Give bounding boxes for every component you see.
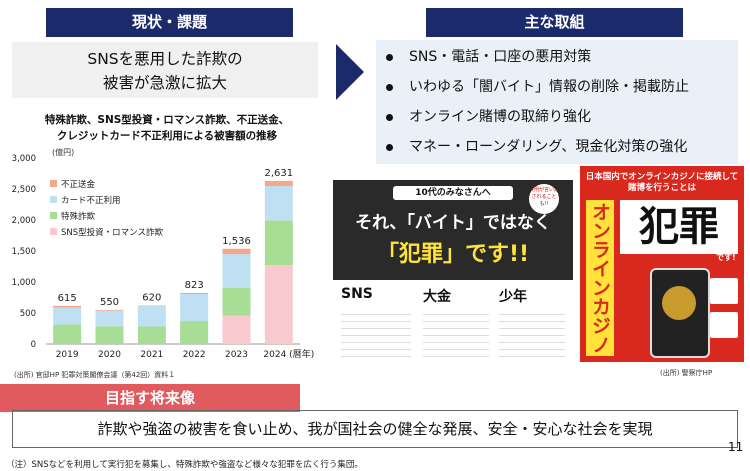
- damage-chart: (億円) 0 500 1,000 1,500 2,000 2,500 3,000 615 2019…: [12, 147, 315, 360]
- bar-segment: [53, 305, 82, 308]
- poster-details: SNS 大金 少年: [333, 280, 573, 370]
- arrow-right-icon: [336, 44, 364, 100]
- poster-headline-2: 「犯罪」です!!: [376, 242, 530, 267]
- poster-audience-label: 10代のみなさんへ: [393, 186, 513, 200]
- x-tick-label: 2020: [98, 350, 121, 360]
- x-tick-label: 2024 (暦年): [263, 348, 314, 360]
- current-issues-header: 現状・課題: [46, 8, 293, 37]
- bar-segment: [222, 254, 251, 288]
- bar-segment: [222, 287, 251, 316]
- x-tick-label: 2023: [225, 350, 248, 360]
- legend-label: SNS型投資・ロマンス詐欺: [61, 227, 163, 238]
- bar-total-label: 550: [100, 297, 119, 308]
- problem-statement: SNSを悪用した詐欺の 被害が急激に拡大: [12, 42, 318, 98]
- casino-poster-note: [710, 312, 738, 338]
- bar-segment: [222, 315, 251, 344]
- bar-segment: [180, 321, 209, 344]
- bar-segment: [264, 220, 293, 266]
- legend-label: 特殊詐欺: [61, 211, 96, 222]
- bullet-icon: [386, 53, 393, 61]
- poster-col-juvenile: 少年: [499, 289, 527, 305]
- bar-total-label: 620: [142, 293, 161, 304]
- legend-swatch: [50, 212, 57, 219]
- bar-segment: [137, 326, 166, 344]
- bar-segment: [264, 185, 293, 221]
- poster-badge: 実刑が言い渡されることも!!: [529, 184, 559, 214]
- measure-label: SNS・電話・口座の悪用対策: [409, 49, 592, 65]
- poster-text-block: [341, 308, 411, 362]
- bar-segment: [95, 310, 124, 327]
- bar-total-label: 823: [185, 280, 204, 291]
- bullet-icon: [386, 83, 393, 91]
- poster-headline-1: それ、「バイト」ではなく: [355, 213, 551, 233]
- y-tick-label: 1,000: [12, 278, 36, 288]
- bar-segment: [264, 180, 293, 186]
- y-tick-label: 3,000: [12, 154, 36, 164]
- legend-swatch: [50, 196, 57, 203]
- legend-label: 不正送金: [61, 179, 96, 190]
- main-measures-header: 主な取組: [426, 8, 683, 37]
- vision-header: 目指す将来像: [0, 384, 300, 412]
- chart-title: 特殊詐欺、SNS型投資・ロマンス詐欺、不正送金、 クレジットカード不正利用による…: [14, 112, 320, 144]
- page-number: 11: [728, 440, 744, 454]
- bullet-icon: [386, 143, 393, 151]
- bullet-icon: [386, 113, 393, 121]
- casino-poster-top: 日本国内でオンラインカジノに接続して賭博を行うことは: [585, 172, 739, 193]
- bar-segment: [95, 309, 124, 311]
- poster-text-block: [423, 308, 489, 362]
- chart-source: (出所) 官邸HP 犯罪対策閣僚会議（第42回）資料１: [14, 371, 176, 379]
- bar-total-label: 2,631: [265, 168, 294, 179]
- bar-segment: [180, 292, 209, 295]
- chart-title-line-2: クレジットカード不正利用による被害額の推移: [56, 130, 278, 142]
- y-tick-label: 2,500: [12, 185, 36, 195]
- measure-item: いわゆる「闇バイト」情報の削除・掲載防止: [386, 78, 689, 96]
- problem-line-2: 被害が急激に拡大: [102, 74, 227, 92]
- poster-text-block: [499, 308, 565, 362]
- image-source: (出所) 警察庁HP: [660, 369, 713, 377]
- smartphone-icon: [650, 268, 710, 358]
- poster-col-money: 大金: [423, 289, 451, 305]
- bar-segment: [180, 294, 209, 322]
- measure-item: オンライン賭博の取締り強化: [386, 108, 591, 126]
- legend-swatch: [50, 228, 57, 235]
- vision-statement: 詐欺や強盗の被害を食い止め、我が国社会の健全な発展、安全・安心な社会を実現: [12, 410, 738, 448]
- bar-segment: [222, 248, 251, 255]
- poster-col-sns: SNS: [341, 286, 373, 302]
- footnote: （注）SNSなどを利用して実行犯を募集し、特殊詐欺や強盗など様々な犯罪を広く行う…: [6, 460, 363, 470]
- bar-segment: [95, 326, 124, 344]
- bar-segment: [264, 265, 293, 344]
- bar-total-label: 615: [58, 293, 77, 304]
- measure-item: SNS・電話・口座の悪用対策: [386, 48, 591, 66]
- chart-title-line-1: 特殊詐欺、SNS型投資・ロマンス詐欺、不正送金、: [44, 114, 290, 126]
- y-tick-label: 1,500: [12, 247, 36, 257]
- x-tick-label: 2022: [183, 350, 206, 360]
- casino-poster-note: [710, 278, 738, 304]
- x-tick-label: 2021: [140, 350, 163, 360]
- roulette-icon: [662, 286, 696, 320]
- y-unit-label: (億円): [52, 147, 74, 157]
- casino-poster-vertical: オンラインカジノ: [586, 200, 614, 356]
- legend-swatch: [50, 180, 57, 187]
- measure-label: いわゆる「闇バイト」情報の削除・掲載防止: [409, 79, 689, 95]
- measures-list: SNS・電話・口座の悪用対策 いわゆる「闇バイト」情報の削除・掲載防止 オンライ…: [376, 40, 738, 164]
- casino-poster-suffix: です!: [716, 253, 736, 262]
- part-time-crime-poster: 10代のみなさんへ 実刑が言い渡されることも!! それ、「バイト」ではなく 「犯…: [333, 180, 573, 370]
- bar-total-label: 1,536: [222, 236, 251, 247]
- bar-segment: [53, 324, 82, 344]
- online-casino-poster: 日本国内でオンラインカジノに接続して賭博を行うことは オンラインカジノ 犯罪 で…: [580, 166, 744, 362]
- problem-line-1: SNSを悪用した詐欺の: [87, 50, 243, 68]
- legend-label: カード不正利用: [61, 195, 121, 206]
- bar-segment: [53, 307, 82, 325]
- measure-item: マネー・ローンダリング、現金化対策の強化: [386, 138, 687, 156]
- y-tick-label: 2,000: [12, 216, 36, 226]
- measure-label: マネー・ローンダリング、現金化対策の強化: [409, 139, 688, 155]
- y-tick-label: 0: [31, 340, 36, 350]
- y-tick-label: 500: [20, 309, 36, 319]
- measure-label: オンライン賭博の取締り強化: [409, 109, 591, 125]
- x-tick-label: 2019: [56, 350, 79, 360]
- casino-poster-crime: 犯罪: [620, 200, 738, 254]
- bar-segment: [137, 305, 166, 327]
